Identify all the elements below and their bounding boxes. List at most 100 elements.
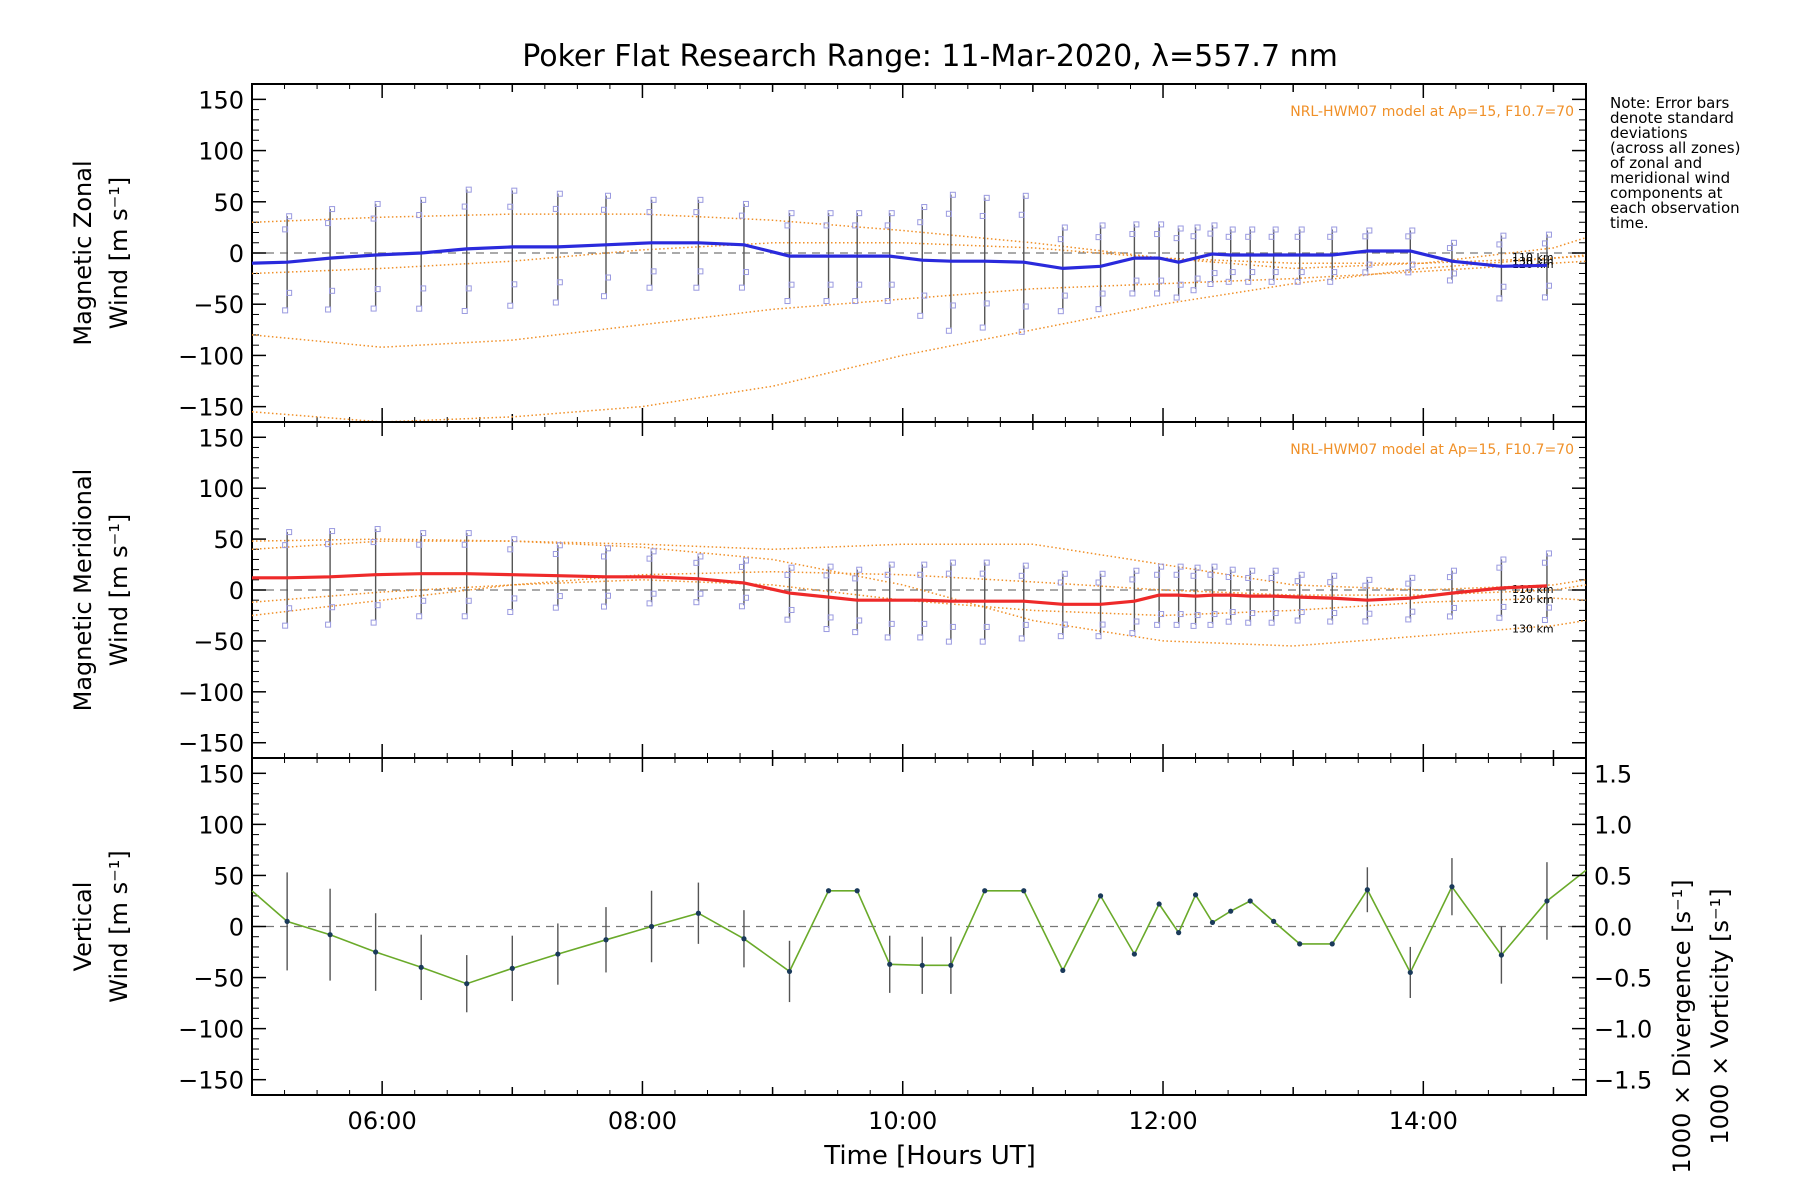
vertical-wind-point [284,918,290,924]
zone-marker [1022,303,1029,310]
zone-marker [1298,269,1305,276]
right-y-tick-label: 1.0 [1594,811,1632,839]
zone-marker [1057,236,1064,243]
vertical-wind-point [648,923,655,930]
zone-marker [949,623,956,630]
zone-marker [1173,294,1180,301]
zone-marker [1409,261,1416,268]
note-line: denote standard [1610,109,1734,127]
zone-marker [884,571,891,578]
zone-marker [738,603,745,610]
zone-marker [1446,277,1453,284]
zone-marker [556,542,563,549]
zone-marker [507,302,514,309]
y-tick-label: −150 [178,1067,244,1095]
zone-marker [1211,222,1218,229]
zone-marker [1194,224,1201,231]
note-line: (across all zones) [1610,139,1740,157]
vertical-wind-point [1364,887,1370,893]
vertical-wind-point [919,962,925,968]
zone-marker [856,617,863,624]
zone-marker [286,605,293,612]
vertical-wind-point [1156,901,1162,907]
zone-marker [1154,231,1161,238]
vertical-wind-point [786,968,793,975]
zone-marker [784,298,791,305]
zonal-wind-line [251,241,1548,271]
zone-marker [693,209,700,216]
zone-marker [852,298,859,305]
zone-marker [1500,232,1507,239]
zone-marker [1272,567,1279,574]
zone-marker [1225,573,1232,580]
zone-marker [823,298,830,305]
x-tick-label: 10:00 [868,1107,937,1135]
zone-marker [1018,635,1025,642]
zonal-wind-panel: −150 −100 −50 0 50 100 150 Magnetic Zonal Wind [… [69,83,1587,423]
y-axis-label-top: Vertical [69,882,97,972]
zone-marker [983,559,990,566]
zone-marker [1545,231,1552,238]
meridional-wind-line [252,572,1548,606]
zone-marker [1331,610,1338,617]
note-line: of zonal and [1610,154,1702,172]
zone-marker [600,603,607,610]
vertical-wind-point [741,936,747,942]
zone-marker [1133,618,1140,625]
y-tick-label: 50 [213,189,244,217]
zone-marker [827,614,834,621]
zone-marker [1366,227,1373,234]
zone-marker [1190,622,1197,629]
zone-marker [979,324,986,331]
zone-marker [1211,270,1218,277]
zone-marker [1173,571,1180,578]
y-axis-label-top: Magnetic Zonal [69,160,97,345]
vertical-wind-point [1097,893,1104,899]
vertical-wind-panel: −150 −100 −50 0 50 100 150 Vertical Wind [m s⁻¹]… [69,757,1734,1174]
model-altitude-label: 120 km [1512,593,1554,606]
zone-marker [646,209,653,216]
meridional-wind-panel: −150 −100 −50 0 50 100 150 Magnetic Meridional W… [69,421,1587,759]
zone-marker [1129,231,1136,238]
y-tick-label: −150 [178,730,244,758]
zone-marker [856,281,863,288]
vertical-wind-point [982,888,988,894]
zone-marker [461,307,468,314]
zone-marker [1496,564,1503,571]
y-tick-label: −100 [178,679,244,707]
zone-marker [1158,611,1165,618]
zone-marker [374,200,381,207]
zone-marker [370,215,377,222]
zone-marker [1245,619,1252,626]
y-tick-label: 0 [229,240,244,268]
vertical-wind-line [251,869,1587,985]
zone-marker [852,629,859,636]
zone-marker [282,307,289,314]
zone-marker [1057,579,1064,586]
zone-marker [1362,269,1369,276]
zone-marker [286,529,293,536]
model-altitude-label: 110 km [1512,251,1554,264]
zone-marker [1500,556,1507,563]
note-line: components at [1610,184,1723,202]
zone-marker [511,595,518,602]
zone-marker [742,557,749,564]
zone-marker [1229,226,1236,233]
zone-marker [1450,604,1457,611]
zone-marker [461,541,468,548]
zone-marker [650,268,657,275]
vertical-wind-point [509,965,515,971]
zone-marker [884,634,891,641]
zone-marker [1541,240,1548,247]
note-line: meridional wind [1610,169,1730,187]
zone-marker [1294,233,1301,240]
zone-marker [1194,275,1201,282]
zone-marker [921,561,928,568]
zone-marker [856,566,863,573]
zone-marker [979,212,986,219]
zone-marker [945,638,952,645]
zone-marker [416,541,423,548]
zone-marker [1545,604,1552,611]
zone-marker [693,559,700,566]
zone-marker [646,284,653,291]
